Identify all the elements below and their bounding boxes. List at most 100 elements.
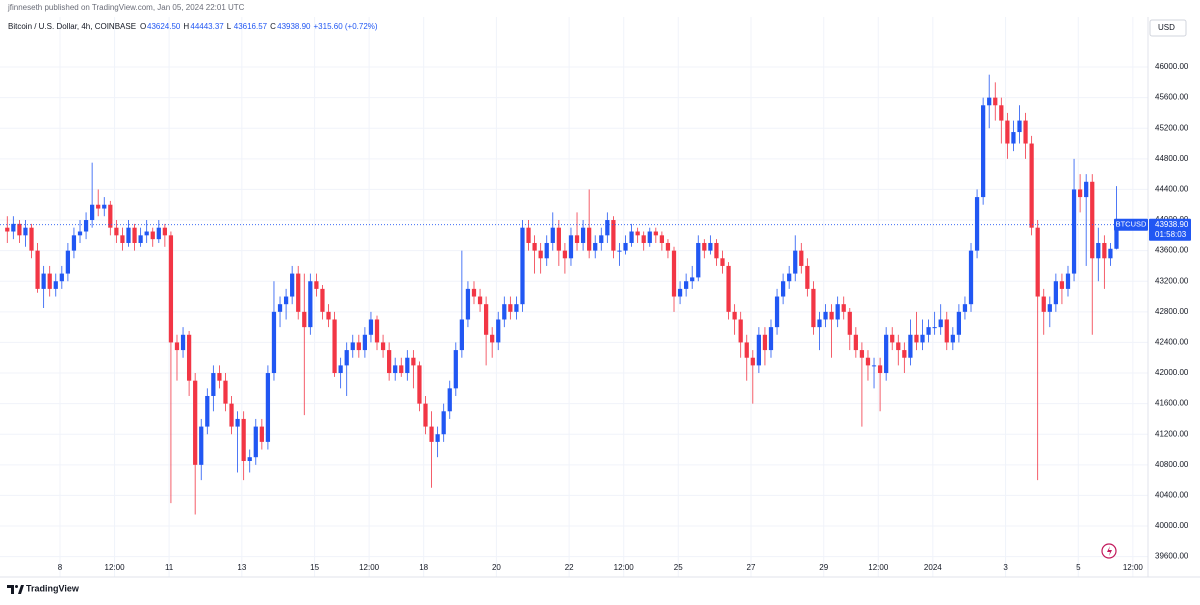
candle-body [526, 227, 531, 243]
candle-body [823, 311, 828, 320]
candle-body [641, 235, 646, 243]
candle-body [150, 231, 155, 240]
ohlc-value: 44443.37 [190, 22, 224, 31]
candle-body [793, 250, 798, 274]
y-tick-label: 41600.00 [1155, 399, 1189, 408]
publisher: jfinneseth published on TradingView.com,… [7, 3, 245, 12]
candle-body [290, 273, 295, 297]
candle-body [1035, 227, 1040, 297]
footer-brand: TradingView [26, 583, 80, 593]
candle-body [962, 304, 968, 312]
candle-body [259, 426, 264, 442]
candle-body [502, 304, 507, 320]
currency-box[interactable] [1149, 19, 1187, 37]
candle-body [180, 334, 186, 351]
candle-body [447, 388, 452, 412]
candle-body [805, 265, 810, 289]
candle-body [1047, 304, 1052, 312]
candle-body [1077, 189, 1083, 198]
candle-body [5, 227, 10, 232]
candle-body [659, 235, 665, 243]
symbol: Bitcoin / U.S. Dollar, 4h, COINBASE [8, 22, 136, 31]
ohlc-legend: O 43624.50 H 44443.37 L 43616.57 C 43938.90 +315… [140, 22, 378, 31]
candle-body [17, 223, 22, 236]
y-tick-label: 40000.00 [1155, 521, 1189, 530]
candle-body [574, 235, 580, 243]
y-tick-label: 43200.00 [1155, 276, 1189, 285]
candle-body [77, 231, 83, 236]
candle-body [1102, 242, 1107, 259]
candle-body [726, 265, 731, 312]
candle-body [471, 288, 477, 297]
candle-body [229, 403, 234, 427]
candle-body [871, 365, 877, 367]
y-tick-label: 42800.00 [1155, 307, 1189, 316]
candle-body [647, 231, 652, 243]
candle-body [865, 357, 871, 366]
candle-body [968, 250, 974, 305]
candle-body [241, 418, 246, 462]
candle-body [938, 319, 943, 328]
x-tick-label: 29 [819, 563, 828, 572]
candle-body [174, 342, 180, 351]
candle-body [774, 296, 780, 328]
x-tick-label: 12:00 [868, 563, 889, 572]
candle-body [59, 273, 64, 282]
candle-body [993, 97, 998, 106]
candle-body [83, 220, 89, 232]
y-tick-label: 41200.00 [1155, 429, 1189, 438]
candle-body [605, 220, 610, 236]
plot-area [0, 17, 1148, 577]
candle-body [114, 227, 119, 236]
currency[interactable]: USD [1158, 23, 1175, 32]
candle-body [380, 342, 386, 351]
candle-body [186, 334, 192, 381]
y-tick-label: 46000.00 [1155, 62, 1189, 71]
candle-body [514, 304, 519, 312]
y-tick-label: 44800.00 [1155, 154, 1189, 163]
x-tick-label: 27 [747, 563, 756, 572]
candle-body [308, 281, 313, 328]
candle-body [568, 235, 574, 259]
candle-body [1011, 132, 1016, 144]
candle-body [168, 235, 174, 343]
candle-body [611, 220, 616, 251]
candle-body [350, 342, 355, 351]
candle-body [738, 319, 743, 343]
candle-body [399, 365, 404, 374]
candle-body [483, 304, 489, 335]
candle-body [1084, 181, 1089, 198]
candle-body [690, 277, 695, 282]
candle-body [47, 273, 52, 289]
candle-body [465, 288, 471, 320]
y-tick-label: 42400.00 [1155, 338, 1189, 347]
y-tick-label: 40400.00 [1155, 491, 1189, 500]
x-tick-label: 11 [165, 563, 174, 572]
candle-body [768, 327, 774, 351]
candle-body [974, 197, 980, 251]
candle-body [441, 411, 446, 435]
candle-body [762, 334, 768, 351]
candle-body [223, 380, 228, 404]
candle-body [944, 319, 949, 343]
candle-body [368, 319, 374, 335]
candle-body [217, 373, 222, 381]
candle-body [908, 334, 913, 358]
candle-body [890, 334, 895, 343]
candle-body [623, 242, 628, 251]
candle-body [835, 304, 840, 320]
candle-body [538, 250, 543, 259]
candle-body [629, 231, 634, 243]
candle-body [841, 304, 846, 312]
y-tick-label: 43600.00 [1155, 246, 1189, 255]
candle-body [247, 457, 252, 462]
countdown: 01:58:03 [1155, 230, 1187, 239]
x-tick-label: 13 [237, 563, 246, 572]
candle-body [720, 258, 725, 266]
candle-body [108, 204, 113, 228]
candle-body [696, 242, 701, 278]
candle-body [429, 426, 434, 442]
ohlc-value: 43938.90 [277, 22, 311, 31]
candle-body [205, 395, 210, 427]
